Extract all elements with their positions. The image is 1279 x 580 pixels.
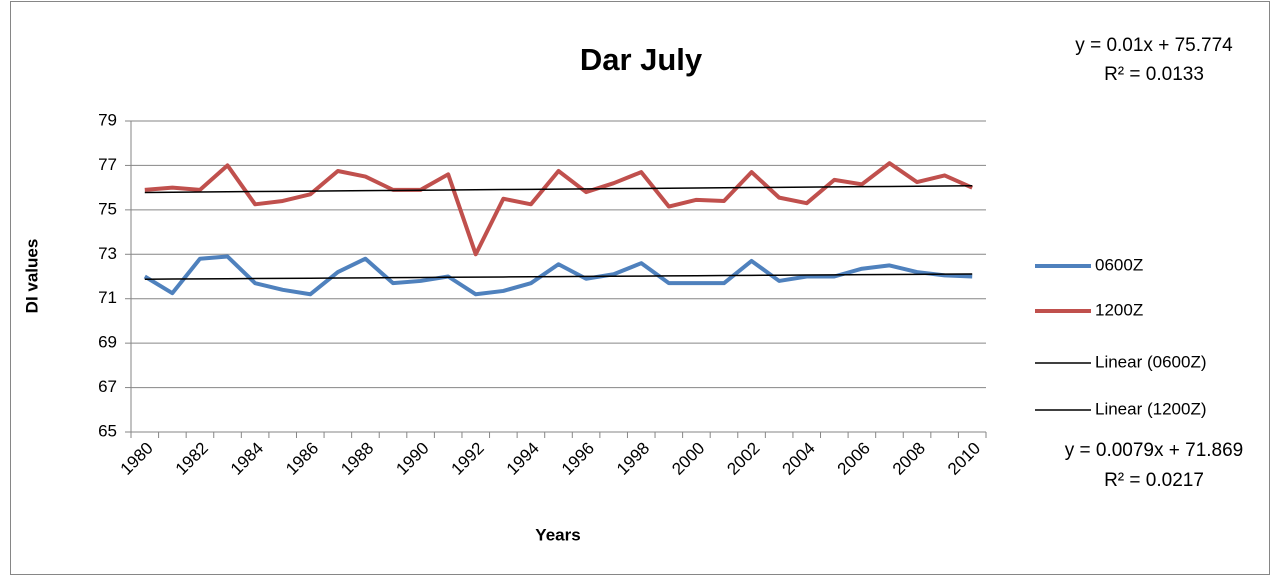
series-line [144, 185, 973, 194]
trendline-equation: R² = 0.0217 [1104, 470, 1204, 491]
chart-border [10, 1, 1270, 575]
series-line [144, 273, 973, 280]
trendline-equation: y = 0.0079x + 71.869 [1065, 440, 1244, 461]
trendline-equation: y = 0.01x + 75.774 [1075, 35, 1233, 56]
y-tick-label: 75 [98, 199, 117, 218]
y-tick-label: 73 [98, 244, 117, 263]
y-tick-label: 79 [98, 110, 117, 129]
legend-label: 1200Z [1095, 300, 1143, 319]
y-tick-label: 67 [98, 377, 117, 396]
trendline-equation: R² = 0.0133 [1104, 64, 1204, 85]
y-tick-label: 77 [98, 155, 117, 174]
legend-label: Linear (0600Z) [1095, 352, 1207, 371]
legend-label: Linear (1200Z) [1095, 399, 1207, 418]
y-tick-label: 69 [98, 333, 117, 352]
legend-label: 0600Z [1095, 255, 1143, 274]
y-tick-label: 65 [98, 421, 117, 440]
y-axis-label: DI values [22, 239, 41, 314]
chart-title: Dar July [580, 42, 703, 77]
series-line [144, 161, 974, 257]
series-line [143, 254, 973, 297]
x-axis-label: Years [535, 525, 580, 544]
y-tick-label: 71 [98, 288, 117, 307]
